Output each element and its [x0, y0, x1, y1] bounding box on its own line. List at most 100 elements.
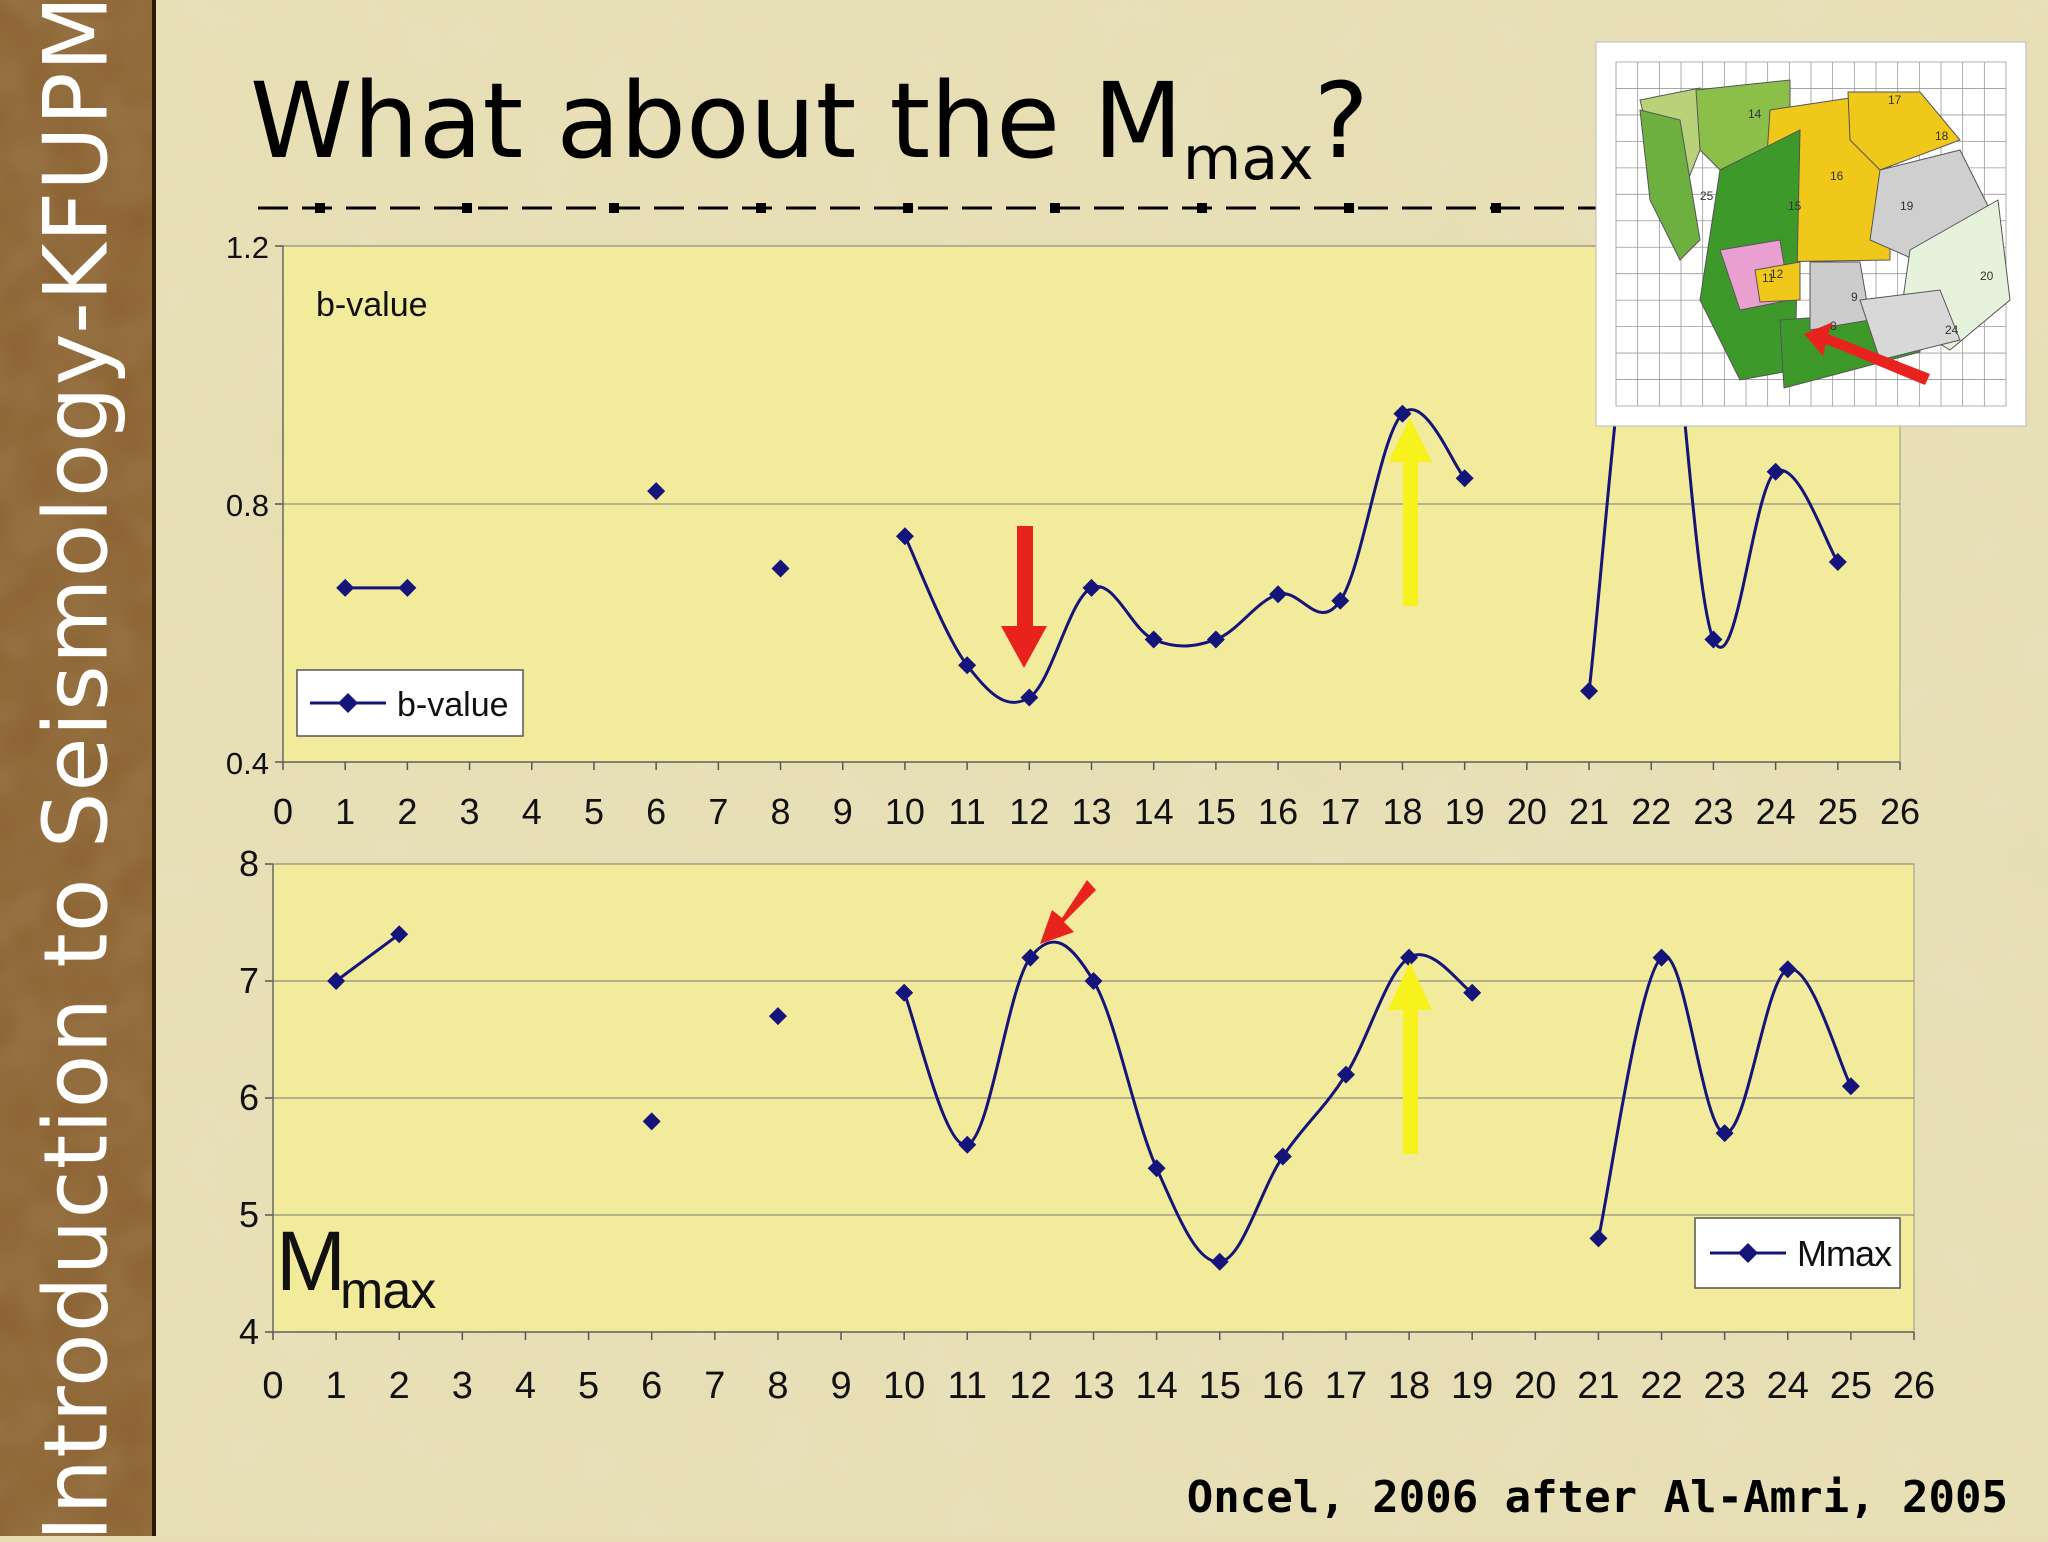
data-point — [771, 559, 790, 578]
data-point — [642, 1112, 661, 1131]
data-point — [1336, 1065, 1355, 1084]
data-point — [1778, 960, 1797, 979]
x-tick-label: 14 — [1134, 791, 1174, 832]
x-tick-label: 12 — [1009, 791, 1049, 832]
data-point — [336, 578, 355, 597]
x-tick-label: 7 — [708, 791, 728, 832]
data-point — [1841, 1077, 1860, 1096]
data-point — [1273, 1147, 1292, 1166]
sidebar-band: Introduction to Seismology-KFUPM — [0, 0, 156, 1542]
map-zone-label: 25 — [1700, 189, 1714, 203]
series-line — [903, 408, 1466, 704]
series-line — [1596, 954, 1853, 1239]
red-arrow-down — [1001, 526, 1047, 668]
x-tick-label: 19 — [1451, 1365, 1493, 1407]
y-tick-label: 7 — [239, 960, 259, 1001]
legend-label: b-value — [397, 686, 509, 724]
map-zone-label: 18 — [1935, 129, 1949, 143]
slide-title: What about the Mmax? — [250, 60, 1369, 194]
data-point — [1455, 469, 1474, 488]
x-tick-label: 2 — [397, 791, 417, 832]
data-point — [958, 656, 977, 675]
x-tick-label: 8 — [767, 1365, 788, 1407]
map-zone-label: 16 — [1830, 169, 1844, 183]
map-zone — [1809, 261, 1871, 331]
x-tick-label: 13 — [1072, 1365, 1114, 1407]
inner-label-sub: max — [340, 1262, 436, 1320]
x-tick-label: 23 — [1704, 1365, 1746, 1407]
x-tick-label: 15 — [1199, 1365, 1241, 1407]
x-tick-label: 4 — [515, 1365, 536, 1407]
red-arrow-diagonal — [1040, 880, 1096, 944]
x-tick-label: 5 — [578, 1365, 599, 1407]
legend-marker — [1738, 1243, 1758, 1263]
legend-marker — [338, 693, 358, 713]
y-tick-label: 0.8 — [226, 488, 269, 523]
x-tick-label: 5 — [584, 791, 604, 832]
x-tick-label: 22 — [1640, 1365, 1682, 1407]
data-point — [1766, 462, 1785, 481]
x-tick-label: 10 — [883, 1365, 925, 1407]
x-tick-label: 1 — [326, 1365, 347, 1407]
inner-label-m: M — [276, 1214, 344, 1308]
data-point — [1715, 1124, 1734, 1143]
data-point — [958, 1135, 977, 1154]
x-tick-label: 6 — [641, 1365, 662, 1407]
map-zone-label: 8 — [1830, 319, 1837, 333]
x-tick-label: 0 — [262, 1365, 283, 1407]
x-tick-label: 6 — [646, 791, 666, 832]
data-point — [1084, 972, 1103, 990]
x-tick-label: 23 — [1693, 791, 1733, 832]
x-tick-label: 10 — [885, 791, 925, 832]
title-main: What about the M — [250, 60, 1183, 182]
data-point — [1210, 1252, 1229, 1271]
x-tick-label: 3 — [452, 1365, 473, 1407]
x-tick-label: 18 — [1388, 1365, 1430, 1407]
x-tick-label: 24 — [1767, 1365, 1809, 1407]
data-point — [390, 925, 409, 944]
legend-label: Mmax — [1797, 1233, 1892, 1274]
data-point — [1147, 1159, 1166, 1178]
map-zone — [1859, 289, 1961, 361]
yellow-arrow-up — [1388, 418, 1432, 606]
x-tick-label: 26 — [1880, 791, 1920, 832]
data-point — [768, 1007, 787, 1026]
x-tick-label: 24 — [1756, 791, 1796, 832]
data-point — [1828, 553, 1847, 572]
data-point — [1580, 682, 1599, 701]
data-point — [1589, 1229, 1608, 1248]
x-tick-label: 25 — [1818, 791, 1858, 832]
x-tick-label: 16 — [1262, 1365, 1304, 1407]
x-tick-label: 15 — [1196, 791, 1236, 832]
x-tick-label: 16 — [1258, 791, 1298, 832]
data-point — [895, 527, 914, 546]
x-tick-label: 13 — [1071, 791, 1111, 832]
inner-series-label: b-value — [316, 286, 428, 324]
data-point — [1269, 585, 1288, 604]
map-zone-label: 17 — [1888, 93, 1902, 107]
map-zone-label: 20 — [1980, 269, 1994, 283]
x-tick-label: 2 — [389, 1365, 410, 1407]
x-tick-label: 21 — [1577, 1365, 1619, 1407]
map-zone-label: 12 — [1770, 267, 1784, 281]
data-point — [398, 578, 417, 597]
x-tick-label: 20 — [1514, 1365, 1556, 1407]
x-tick-label: 22 — [1631, 791, 1671, 832]
data-point — [1652, 948, 1671, 967]
data-point — [647, 482, 666, 501]
x-tick-label: 17 — [1320, 791, 1360, 832]
map-zone-label: 15 — [1788, 199, 1802, 213]
sidebar-texture — [0, 0, 152, 1536]
x-tick-label: 25 — [1830, 1365, 1872, 1407]
title-subscript: max — [1182, 124, 1314, 194]
y-tick-label: 0.4 — [226, 746, 269, 781]
x-tick-label: 19 — [1445, 791, 1485, 832]
x-tick-label: 7 — [704, 1365, 725, 1407]
map-zone — [1639, 109, 1701, 261]
x-tick-label: 3 — [460, 791, 480, 832]
data-point — [1020, 688, 1039, 707]
x-tick-label: 0 — [273, 791, 293, 832]
x-tick-label: 14 — [1135, 1365, 1177, 1407]
citation: Oncel, 2006 after Al-Amri, 2005 — [1186, 1472, 2008, 1523]
